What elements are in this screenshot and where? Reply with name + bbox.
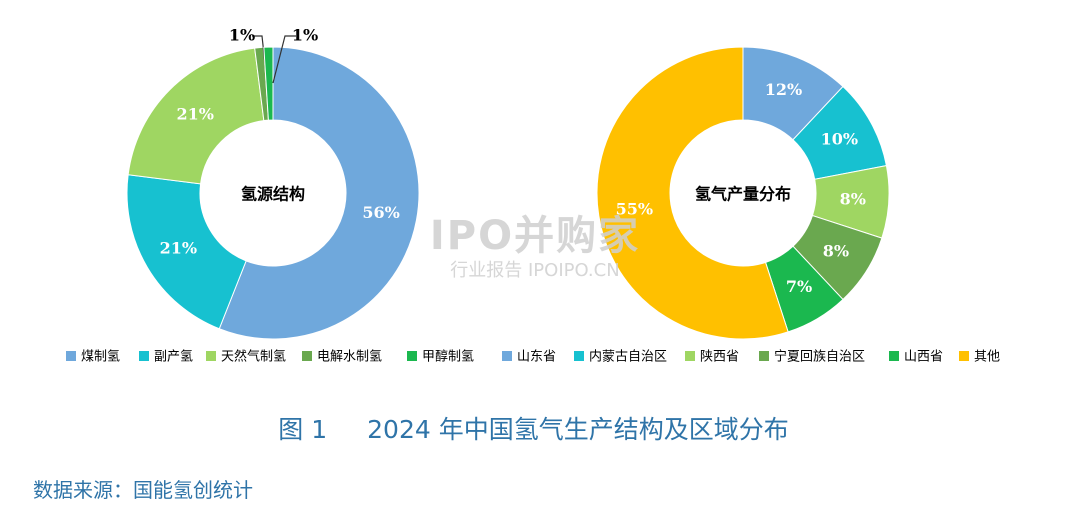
slice-data-label: 12% bbox=[765, 80, 802, 99]
pie-slice bbox=[127, 47, 265, 185]
slice-data-label: 55% bbox=[616, 200, 653, 219]
slice-data-label: 10% bbox=[821, 130, 858, 149]
legend-swatch bbox=[574, 351, 584, 361]
pie-charts-figure: 56%21%21%1% 1%氢源结构 12%10%8%8%7%55%氢气产量分布 … bbox=[66, 26, 1000, 365]
donut-center-label: 氢气产量分布 bbox=[695, 185, 791, 204]
legend-label: 陕西省 bbox=[700, 350, 739, 365]
data-source: 数据来源：国能氢创统计 bbox=[33, 478, 253, 502]
hydrogen-output-distribution-donut: 12% 10% 8% 8% 7% 55% 氢气产量分布 bbox=[596, 46, 890, 340]
legend-label: 山东省 bbox=[517, 350, 556, 365]
hydrogen-output-legend: 山东省 内蒙古自治区 陕西省 宁夏回族自治区 山西省 其他 bbox=[502, 349, 1000, 365]
hydrogen-source-donut: 56% 21% 21% 1% 1% 氢源结构 bbox=[126, 26, 420, 340]
slice-data-label: 21% bbox=[160, 238, 197, 257]
legend-label: 煤制氢 bbox=[81, 350, 120, 365]
pie-slice bbox=[596, 46, 789, 340]
legend-swatch bbox=[206, 351, 216, 361]
pie-slice bbox=[263, 46, 274, 121]
legend-label: 宁夏回族自治区 bbox=[774, 349, 865, 365]
leader-line bbox=[272, 35, 296, 84]
legend-label: 天然气制氢 bbox=[221, 349, 286, 365]
legend-swatch bbox=[502, 351, 512, 361]
legend-swatch bbox=[959, 351, 969, 361]
legend-label: 山西省 bbox=[904, 350, 943, 365]
slice-data-label: 56% bbox=[362, 203, 399, 222]
legend-swatch bbox=[685, 351, 695, 361]
slice-data-label: 1% bbox=[292, 26, 318, 45]
legend-label: 其他 bbox=[974, 350, 1000, 365]
figure-number: 图 1 bbox=[278, 415, 328, 444]
legend-swatch bbox=[139, 351, 149, 361]
legend-label: 副产氢 bbox=[154, 350, 193, 365]
legend-swatch bbox=[759, 351, 769, 361]
legend-swatch bbox=[302, 351, 312, 361]
figure-title: 2024 年中国氢气生产结构及区域分布 bbox=[367, 415, 789, 444]
slice-data-label: 7% bbox=[786, 277, 812, 296]
legend-label: 甲醇制氢 bbox=[422, 349, 474, 365]
slice-data-label: 1% bbox=[229, 26, 255, 45]
slice-data-label: 8% bbox=[840, 189, 866, 208]
hydrogen-source-legend: 煤制氢 副产氢 天然气制氢 电解水制氢 甲醇制氢 bbox=[66, 349, 474, 365]
legend-label: 电解水制氢 bbox=[317, 350, 382, 365]
legend-label: 内蒙古自治区 bbox=[589, 349, 667, 365]
slice-data-label: 8% bbox=[823, 241, 849, 260]
figure-caption: 图 1 2024 年中国氢气生产结构及区域分布 bbox=[0, 410, 1067, 446]
pie-slice bbox=[218, 46, 420, 340]
legend-swatch bbox=[889, 351, 899, 361]
legend-swatch bbox=[66, 351, 76, 361]
legend-swatch bbox=[407, 351, 417, 361]
donut-center-label: 氢源结构 bbox=[241, 185, 305, 204]
pie-slice bbox=[126, 174, 247, 330]
slice-data-label: 21% bbox=[176, 105, 213, 124]
